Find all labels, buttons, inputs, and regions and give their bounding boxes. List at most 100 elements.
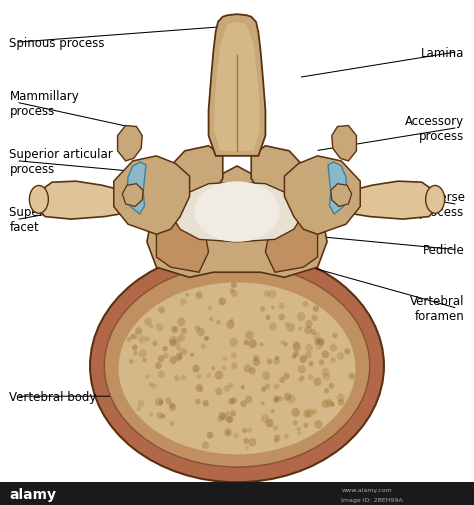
Circle shape xyxy=(207,432,213,439)
Circle shape xyxy=(305,409,314,418)
Circle shape xyxy=(298,377,303,383)
Circle shape xyxy=(219,413,226,420)
Polygon shape xyxy=(147,167,327,278)
Circle shape xyxy=(208,306,212,311)
Text: Pedicle: Pedicle xyxy=(423,243,465,257)
Circle shape xyxy=(197,328,205,337)
Circle shape xyxy=(129,360,133,364)
Circle shape xyxy=(269,323,277,331)
Circle shape xyxy=(248,339,257,348)
Ellipse shape xyxy=(118,283,356,454)
Circle shape xyxy=(202,441,209,449)
Circle shape xyxy=(127,337,131,342)
Circle shape xyxy=(171,326,178,334)
Circle shape xyxy=(245,331,254,340)
Text: Superior articular
process: Superior articular process xyxy=(9,147,113,176)
Polygon shape xyxy=(122,184,143,207)
Circle shape xyxy=(161,414,165,419)
Circle shape xyxy=(265,419,273,428)
Circle shape xyxy=(159,400,163,405)
Circle shape xyxy=(277,396,283,402)
Circle shape xyxy=(142,358,146,363)
Circle shape xyxy=(149,324,154,329)
Circle shape xyxy=(196,292,202,299)
Circle shape xyxy=(300,376,305,380)
Ellipse shape xyxy=(426,186,445,214)
Circle shape xyxy=(163,346,168,352)
Circle shape xyxy=(181,328,187,334)
Circle shape xyxy=(180,299,187,306)
Circle shape xyxy=(292,420,298,426)
Circle shape xyxy=(283,342,288,347)
Circle shape xyxy=(274,434,281,441)
Circle shape xyxy=(315,338,320,344)
Circle shape xyxy=(261,401,265,406)
Circle shape xyxy=(249,367,256,375)
Circle shape xyxy=(300,356,307,363)
Circle shape xyxy=(349,373,355,380)
Circle shape xyxy=(318,338,325,346)
Circle shape xyxy=(261,415,269,423)
Circle shape xyxy=(195,398,201,405)
Circle shape xyxy=(304,326,312,334)
Circle shape xyxy=(174,375,180,382)
Circle shape xyxy=(204,336,209,341)
Circle shape xyxy=(325,399,333,408)
Circle shape xyxy=(318,339,323,345)
Polygon shape xyxy=(265,217,318,273)
Polygon shape xyxy=(0,482,474,505)
Circle shape xyxy=(292,355,296,360)
Circle shape xyxy=(231,352,237,359)
Circle shape xyxy=(133,351,137,356)
Circle shape xyxy=(221,366,227,371)
Circle shape xyxy=(132,333,138,340)
Circle shape xyxy=(158,307,165,314)
Circle shape xyxy=(245,445,249,450)
Circle shape xyxy=(203,400,209,407)
Circle shape xyxy=(211,367,215,371)
Circle shape xyxy=(179,351,182,356)
Circle shape xyxy=(303,301,309,307)
Circle shape xyxy=(221,414,228,421)
Circle shape xyxy=(261,387,266,392)
Circle shape xyxy=(170,421,174,426)
Text: Vertebral body: Vertebral body xyxy=(9,390,97,403)
Circle shape xyxy=(283,373,290,380)
Circle shape xyxy=(224,385,230,392)
Circle shape xyxy=(267,359,273,365)
Text: Mammillary
process: Mammillary process xyxy=(9,89,79,118)
Circle shape xyxy=(305,344,313,352)
Circle shape xyxy=(313,332,321,340)
Circle shape xyxy=(273,398,278,403)
Circle shape xyxy=(231,290,237,297)
Circle shape xyxy=(209,317,213,322)
Circle shape xyxy=(245,395,253,404)
Circle shape xyxy=(195,326,201,332)
Circle shape xyxy=(135,328,142,335)
Ellipse shape xyxy=(194,182,280,242)
Circle shape xyxy=(149,413,153,417)
Circle shape xyxy=(233,433,239,439)
Circle shape xyxy=(273,425,278,431)
Polygon shape xyxy=(161,146,223,215)
Ellipse shape xyxy=(104,265,370,467)
Circle shape xyxy=(293,341,300,348)
Circle shape xyxy=(139,349,147,358)
Circle shape xyxy=(292,343,301,352)
Circle shape xyxy=(329,344,337,352)
Text: Superior articular
facet: Superior articular facet xyxy=(9,206,113,234)
Circle shape xyxy=(229,338,238,347)
Circle shape xyxy=(279,314,285,321)
Circle shape xyxy=(231,282,237,288)
Polygon shape xyxy=(251,146,313,215)
Circle shape xyxy=(273,358,280,365)
Circle shape xyxy=(274,438,279,443)
Circle shape xyxy=(268,290,276,299)
Circle shape xyxy=(262,372,271,380)
Circle shape xyxy=(192,365,200,373)
Circle shape xyxy=(330,402,335,407)
Circle shape xyxy=(148,382,153,387)
Circle shape xyxy=(284,393,292,401)
Text: Vertebral
foramen: Vertebral foramen xyxy=(410,294,465,322)
Circle shape xyxy=(215,388,222,395)
